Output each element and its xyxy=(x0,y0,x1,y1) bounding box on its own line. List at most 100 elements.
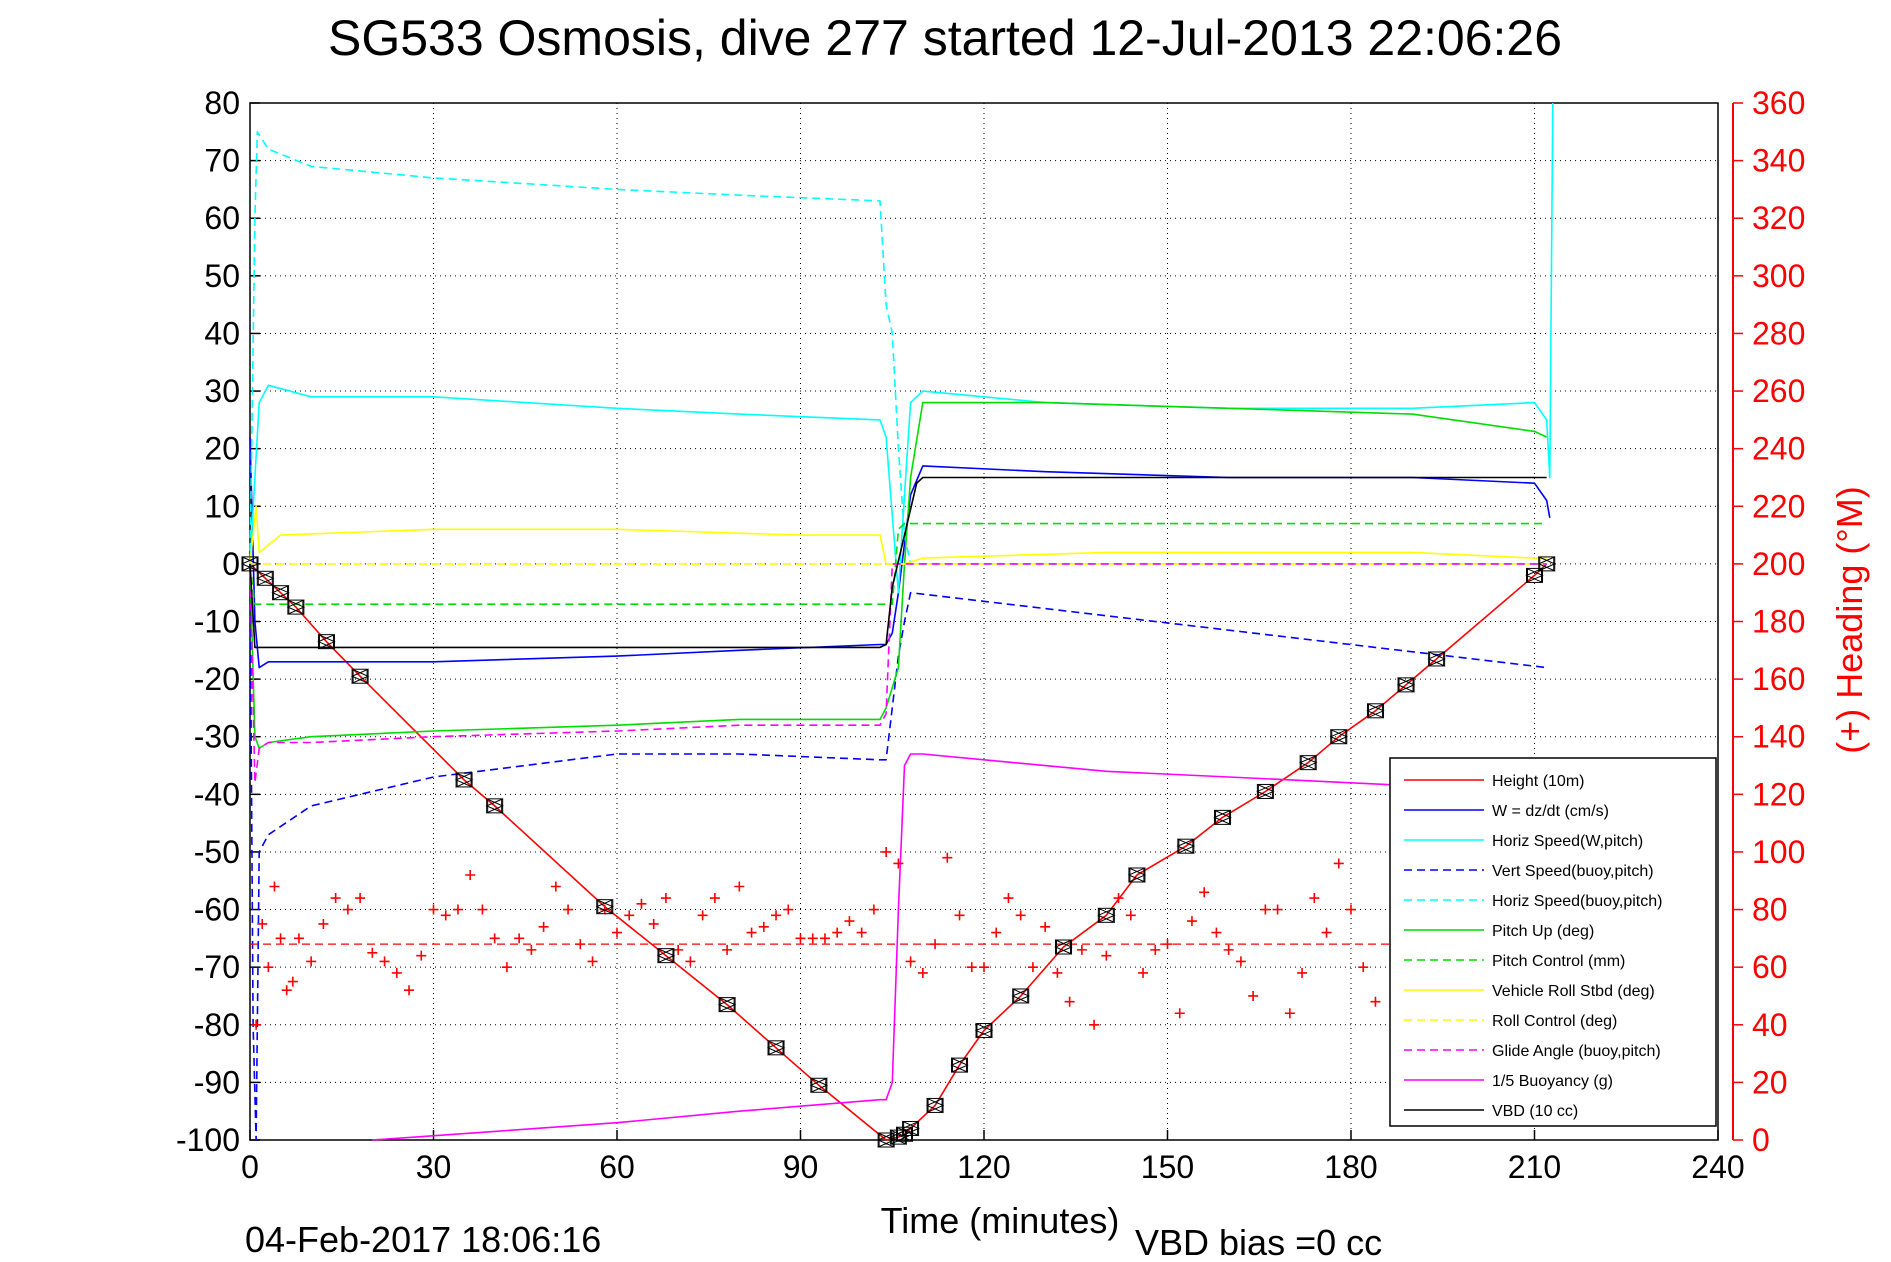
heading-point xyxy=(330,893,341,904)
height-marker-triangles xyxy=(1525,567,1544,584)
heading-point xyxy=(465,869,476,880)
heading-point xyxy=(379,956,390,967)
y-tick-label: -50 xyxy=(194,834,240,870)
y-tick-label: 80 xyxy=(204,85,240,121)
heading-point xyxy=(550,881,561,892)
height-marker xyxy=(950,1057,969,1073)
heading-point xyxy=(1052,967,1063,978)
height-marker xyxy=(271,584,290,601)
heading-point xyxy=(404,985,415,996)
y2-tick-label: 60 xyxy=(1752,949,1788,985)
heading-point xyxy=(1113,893,1124,904)
y-tick-label: -70 xyxy=(194,949,240,985)
heading-point xyxy=(501,962,512,973)
legend: Height (10m) W = dz/dt (cm/s) Horiz Speed(… xyxy=(1389,757,1717,1127)
height-marker-triangles xyxy=(1011,988,1030,1004)
heading-point xyxy=(673,944,684,955)
height-marker-triangles xyxy=(1127,867,1147,883)
y-tick-label: 60 xyxy=(204,200,240,236)
heading-point xyxy=(771,910,782,921)
y2-tick-label: 220 xyxy=(1752,488,1805,524)
height-marker xyxy=(1298,754,1318,771)
series-line-2 xyxy=(249,102,1554,594)
heading-point xyxy=(624,910,635,921)
height-marker xyxy=(717,996,737,1013)
height-marker-triangles xyxy=(974,1022,994,1039)
right-y-axis-label: (+) Heading (°M) xyxy=(1829,486,1870,753)
heading-point xyxy=(709,893,720,904)
heading-point xyxy=(1040,921,1051,932)
y2-tick-label: 300 xyxy=(1752,258,1805,294)
heading-point xyxy=(905,956,916,967)
heading-point xyxy=(746,927,757,938)
height-marker xyxy=(1525,567,1544,584)
height-marker-triangles xyxy=(895,1126,914,1143)
legend-label-3: Vert Speed(buoy,pitch) xyxy=(1492,863,1654,880)
heading-point xyxy=(930,939,941,950)
heading-point xyxy=(306,956,317,967)
legend-box xyxy=(1389,757,1717,1127)
x-ticks: 0 30 60 90 120 150 180 210 240 xyxy=(241,1130,1745,1185)
height-marker xyxy=(1256,783,1275,800)
heading-point xyxy=(391,967,402,978)
height-marker-triangles xyxy=(1537,556,1556,572)
heading-point xyxy=(868,904,879,915)
series-line-7 xyxy=(249,505,1547,565)
heading-point xyxy=(1064,996,1075,1007)
y-tick-label: -30 xyxy=(194,719,240,755)
height-marker xyxy=(876,1132,896,1148)
heading-layer xyxy=(250,846,1547,1030)
height-marker xyxy=(1537,556,1556,572)
timestamp-footer: 04-Feb-2017 18:06:16 xyxy=(245,1219,601,1260)
y-tick-label: -40 xyxy=(194,776,240,812)
height-marker-triangles xyxy=(1256,783,1275,800)
heading-point xyxy=(367,947,378,958)
height-marker xyxy=(1366,703,1385,719)
height-marker xyxy=(809,1077,829,1094)
heading-point xyxy=(257,918,268,929)
heading-point xyxy=(318,918,329,929)
legend-label-10: 1/5 Buoyancy (g) xyxy=(1492,1073,1613,1090)
heading-point xyxy=(281,985,292,996)
height-marker xyxy=(595,898,615,915)
legend-label-2: Horiz Speed(W,pitch) xyxy=(1492,833,1643,850)
heading-point xyxy=(844,916,855,927)
heading-point xyxy=(1199,887,1210,898)
vbd-bias-footer: VBD bias =0 cc xyxy=(1135,1222,1382,1262)
y-tick-label: 50 xyxy=(204,258,240,294)
height-marker xyxy=(1127,867,1147,883)
legend-label-5: Pitch Up (deg) xyxy=(1492,923,1594,940)
y2-tick-label: 160 xyxy=(1752,661,1805,697)
x-tick-label: 60 xyxy=(599,1149,635,1185)
height-marker-triangles xyxy=(595,898,615,915)
heading-point xyxy=(477,904,488,915)
heading-point xyxy=(514,933,525,944)
heading-point xyxy=(612,927,622,938)
x-tick-label: 90 xyxy=(783,1149,819,1185)
legend-label-9: Glide Angle (buoy,pitch) xyxy=(1492,1043,1661,1060)
heading-point xyxy=(917,967,928,978)
series-line-9 xyxy=(249,563,1547,784)
height-marker xyxy=(1427,651,1446,667)
heading-point xyxy=(563,904,574,915)
legend-label-4: Horiz Speed(buoy,pitch) xyxy=(1492,893,1662,910)
height-marker-triangles xyxy=(656,947,676,964)
heading-point xyxy=(881,846,892,857)
heading-point xyxy=(1150,944,1161,955)
height-marker-triangles xyxy=(1396,677,1416,693)
height-marker xyxy=(240,556,260,572)
x-tick-label: 240 xyxy=(1691,1149,1744,1185)
heading-point xyxy=(1370,996,1381,1007)
heading-point xyxy=(293,933,304,944)
heading-point xyxy=(355,893,366,904)
y-tick-label: 30 xyxy=(204,373,240,409)
y-tick-label: -80 xyxy=(194,1007,240,1043)
heading-point xyxy=(966,962,977,973)
y2-tick-label: 100 xyxy=(1752,834,1805,870)
heading-point xyxy=(1138,967,1149,978)
height-marker-triangles xyxy=(317,633,336,650)
legend-label-0: Height (10m) xyxy=(1492,773,1584,790)
height-marker-triangles xyxy=(271,584,290,601)
height-marker-triangles xyxy=(809,1077,829,1094)
y2-tick-label: 280 xyxy=(1752,315,1805,351)
